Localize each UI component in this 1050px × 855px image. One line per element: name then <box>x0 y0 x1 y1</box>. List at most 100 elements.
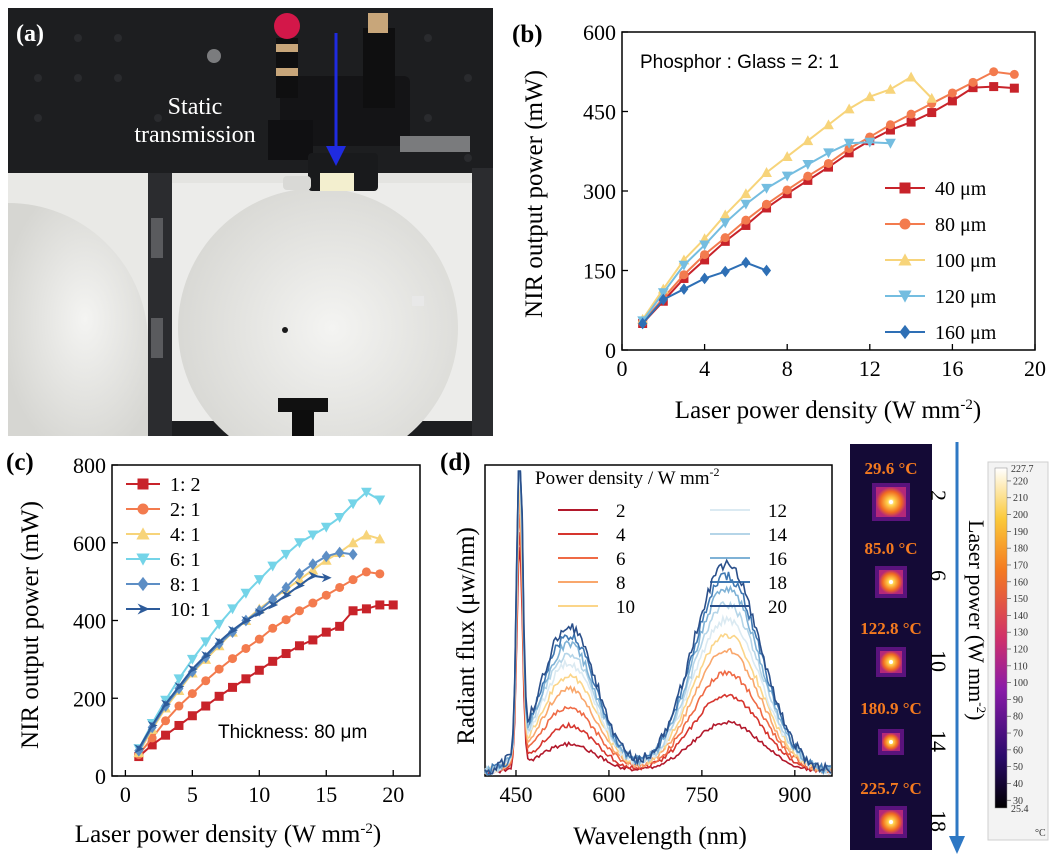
data-point <box>147 740 157 750</box>
legend-marker <box>136 553 150 566</box>
data-point <box>294 581 305 591</box>
data-point <box>187 664 198 674</box>
data-point <box>294 606 304 616</box>
photo-caption-line2: transmission <box>134 122 255 148</box>
data-point <box>803 171 813 181</box>
data-point <box>187 689 197 699</box>
legend-label: 12 <box>768 501 787 522</box>
x-tick-label: 450 <box>499 782 532 807</box>
data-point <box>720 265 730 278</box>
thermal-side-tick: 6 <box>926 570 951 581</box>
data-point <box>228 654 238 664</box>
data-point <box>361 529 372 540</box>
legend-label: 8: 1 <box>170 574 201 596</box>
data-point <box>201 676 211 686</box>
legend-label: 80 μm <box>935 214 987 236</box>
data-point <box>268 656 278 666</box>
colorbar-tick-label: 100 <box>1013 678 1028 689</box>
data-point <box>321 550 331 563</box>
data-point <box>361 567 371 577</box>
legend-label: 4: 1 <box>170 524 201 546</box>
data-point <box>781 171 793 182</box>
thickness-chart-panel: (b) Phosphor : Glass = 2: 1 NIR output p… <box>500 0 1050 440</box>
legend-label: 20 <box>768 597 787 618</box>
colorbar-tick-label: 40 <box>1013 779 1023 790</box>
data-point <box>1009 69 1019 79</box>
data-point <box>1009 83 1019 93</box>
thermal-temperature: 122.8 °C <box>860 619 922 638</box>
thermal-center <box>889 820 893 824</box>
data-point <box>321 627 331 637</box>
data-point <box>679 270 689 280</box>
laser-power-arrow-icon <box>949 836 965 854</box>
data-point <box>905 71 917 82</box>
data-point <box>240 588 252 599</box>
legend-label: 40 μm <box>935 178 987 200</box>
chart-d-xlabel: Wavelength (nm) <box>573 823 747 850</box>
legend-marker <box>137 503 149 515</box>
data-point <box>227 604 238 615</box>
series-2-1 <box>134 567 385 760</box>
series-160-m <box>638 256 772 330</box>
chart-c-ylabel: NIR output power (mW) <box>17 501 44 749</box>
thermal-side-tick: 14 <box>926 730 951 752</box>
chart-b-annotation: Phosphor : Glass = 2: 1 <box>640 52 839 73</box>
x-tick-label: 15 <box>315 782 337 807</box>
data-point <box>320 522 332 533</box>
legend-label: 16 <box>768 549 787 570</box>
data-point <box>254 665 264 675</box>
colorbar-tick-label: 160 <box>1013 577 1028 588</box>
legend-marker <box>898 253 912 266</box>
colorbar-min: 25.4 <box>1011 804 1029 815</box>
data-point <box>989 67 999 77</box>
y-tick-label: 300 <box>583 179 616 204</box>
legend-marker <box>136 527 150 540</box>
data-point <box>720 233 730 243</box>
y-tick-label: 0 <box>95 764 106 789</box>
legend-label: 120 μm <box>935 286 997 308</box>
data-point <box>241 674 251 684</box>
x-tick-label: 8 <box>782 356 793 381</box>
data-point <box>375 600 385 610</box>
data-point <box>761 167 772 177</box>
x-tick-label: 5 <box>187 782 198 807</box>
data-point <box>885 83 896 94</box>
data-point <box>740 188 752 199</box>
colorbar-tick-label: 30 <box>1013 796 1023 807</box>
data-point <box>699 240 710 251</box>
chart-b-ylabel: NIR output power (mW) <box>521 70 548 318</box>
data-point <box>843 138 855 149</box>
data-point <box>308 598 318 608</box>
thickness-output-chart: (b) Phosphor : Glass = 2: 1 NIR output p… <box>512 20 1046 424</box>
x-tick-label: 16 <box>941 356 963 381</box>
data-point <box>361 487 372 498</box>
series-120-m <box>637 137 896 327</box>
spectra-chart: (d) Radiant flux (μw/nm) Wavelength (nm)… <box>440 449 833 850</box>
data-point <box>906 109 916 119</box>
plot-frame <box>484 464 833 777</box>
legend-label: 10 <box>616 597 635 618</box>
data-point <box>802 160 814 170</box>
data-point <box>348 606 358 616</box>
thermal-panel: Laser power (W mm-2) 29.6 °C 2 85.0 °C 6 122… <box>845 440 1050 855</box>
data-point <box>161 699 171 709</box>
y-tick-label: 800 <box>73 453 106 478</box>
data-point <box>762 264 772 277</box>
data-point <box>321 590 331 600</box>
spectra-chart-panel: (d) Radiant flux (μw/nm) Wavelength (nm)… <box>440 440 845 855</box>
data-point <box>308 571 319 581</box>
thermal-center <box>889 660 893 664</box>
data-point <box>173 674 185 685</box>
thermal-temperature: 85.0 °C <box>864 539 917 558</box>
thermal-temperature: 225.7 °C <box>860 779 922 798</box>
data-point <box>348 575 358 585</box>
thermal-images: Laser power (W mm-2) 29.6 °C 2 85.0 °C 6 122… <box>850 442 1049 854</box>
x-tick-label: 4 <box>699 356 710 381</box>
data-point <box>843 103 855 114</box>
legend-label: 160 μm <box>935 322 997 344</box>
data-point <box>374 533 386 544</box>
data-point <box>741 256 751 269</box>
x-tick-label: 600 <box>592 782 625 807</box>
legend-label: 2 <box>616 501 626 522</box>
spectrum-6 <box>484 513 832 776</box>
